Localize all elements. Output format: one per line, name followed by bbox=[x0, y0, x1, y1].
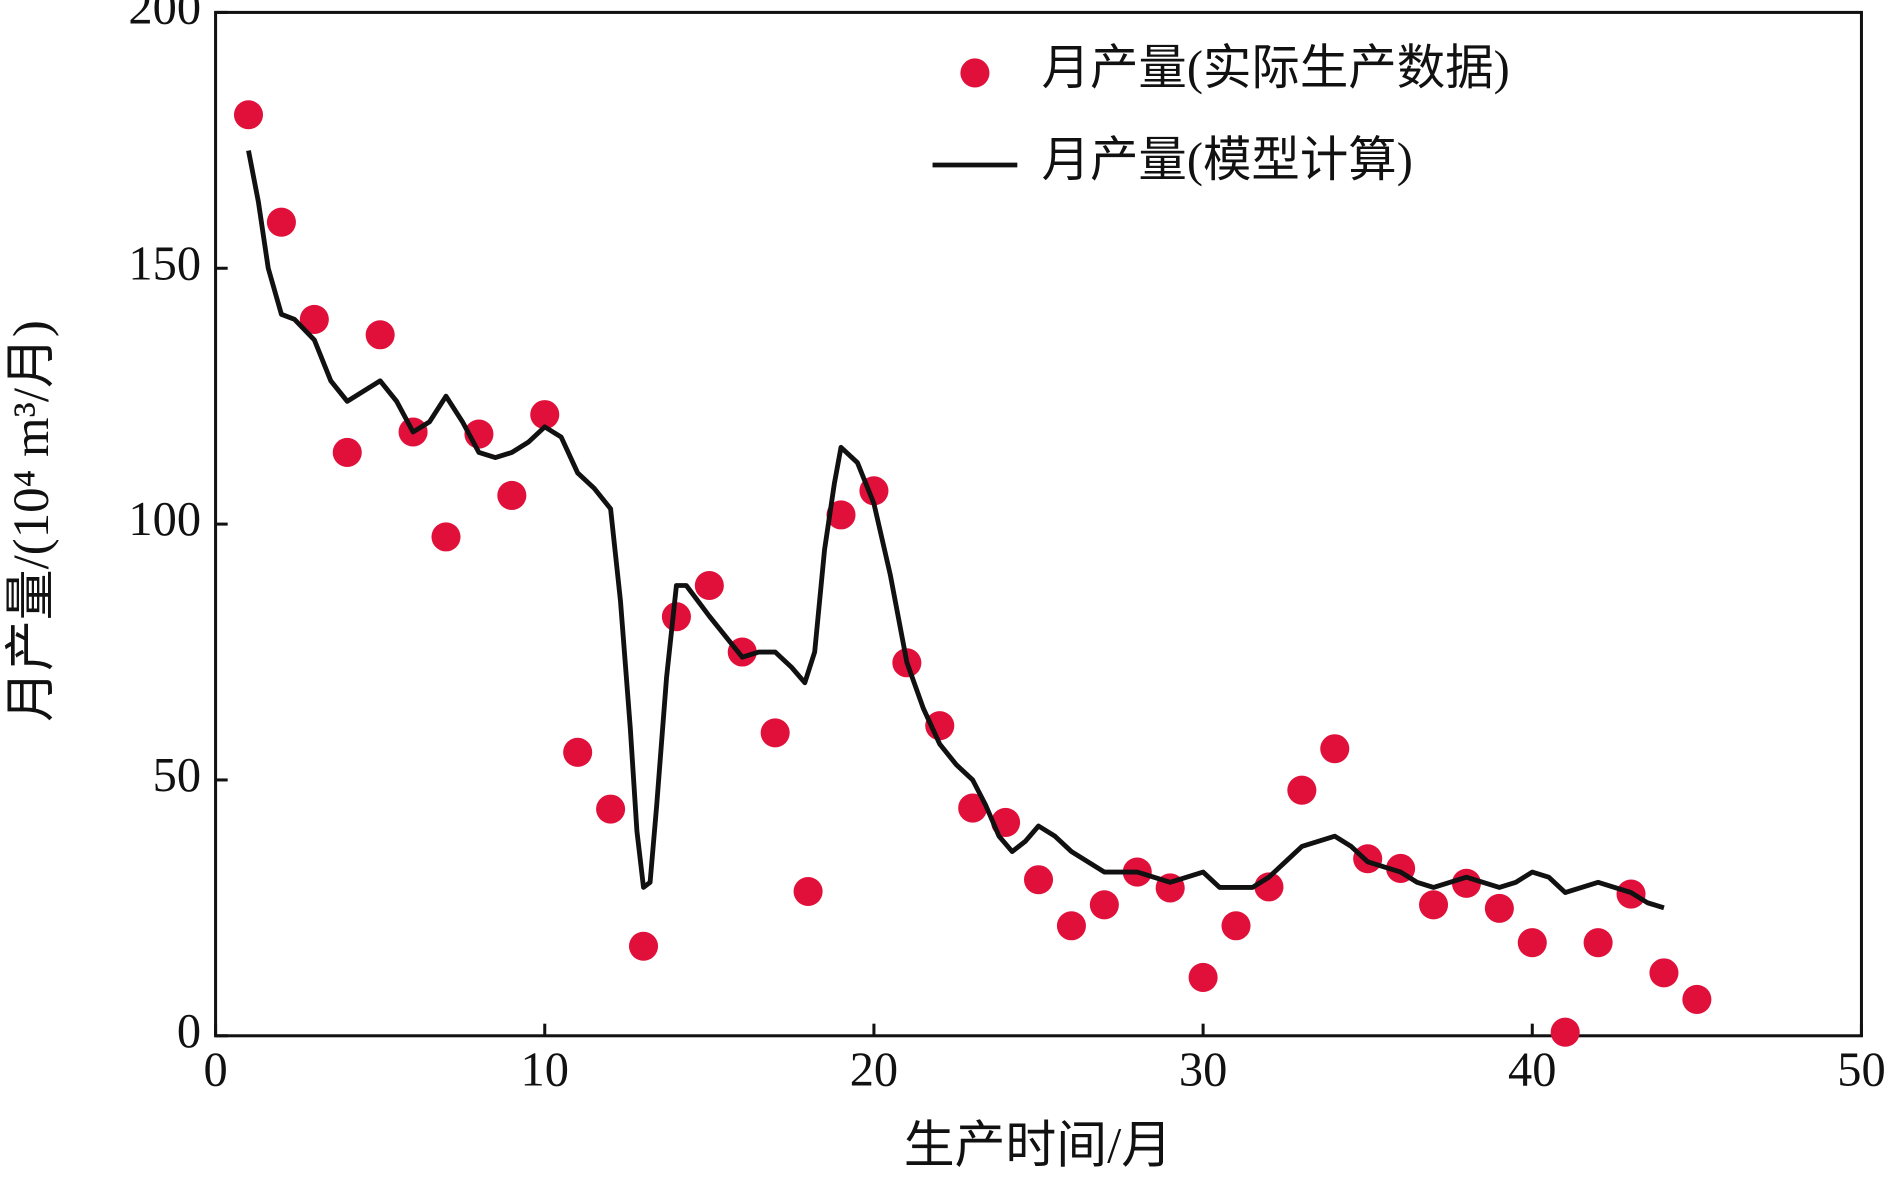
data-point bbox=[1287, 775, 1317, 805]
data-point bbox=[431, 522, 461, 552]
data-point bbox=[1320, 734, 1350, 764]
data-point bbox=[1649, 958, 1679, 988]
x-tick-label: 20 bbox=[850, 1044, 898, 1097]
data-point bbox=[596, 794, 626, 824]
data-point bbox=[233, 100, 264, 130]
legend-label: 月产量(实际生产数据) bbox=[1042, 42, 1510, 95]
y-tick-label: 200 bbox=[128, 0, 201, 35]
data-point bbox=[1484, 893, 1514, 923]
x-tick-label: 50 bbox=[1837, 1044, 1885, 1097]
data-point bbox=[1221, 911, 1251, 941]
data-point bbox=[497, 480, 527, 510]
data-point bbox=[1682, 984, 1712, 1014]
data-point bbox=[563, 737, 593, 767]
data-point bbox=[760, 718, 790, 748]
data-point bbox=[1451, 868, 1481, 898]
x-tick-label: 0 bbox=[203, 1044, 227, 1097]
data-point bbox=[826, 500, 856, 530]
y-axis-label: 月产量/(10⁴ m³/月) bbox=[4, 320, 60, 722]
data-point bbox=[1188, 962, 1218, 992]
data-point bbox=[1550, 1017, 1580, 1047]
data-point bbox=[694, 570, 724, 601]
legend-label: 月产量(模型计算) bbox=[1042, 134, 1413, 187]
data-point bbox=[266, 207, 296, 237]
y-tick-label: 50 bbox=[153, 749, 201, 802]
legend-marker bbox=[960, 58, 990, 88]
x-tick-label: 30 bbox=[1179, 1044, 1227, 1097]
model-line bbox=[246, 150, 1665, 911]
y-tick-label: 0 bbox=[177, 1005, 201, 1058]
data-point bbox=[661, 602, 691, 632]
data-point bbox=[793, 876, 823, 907]
data-point bbox=[1418, 890, 1449, 920]
data-point bbox=[1583, 928, 1613, 958]
x-axis-label: 生产时间/月 bbox=[904, 1119, 1172, 1175]
data-point bbox=[1517, 928, 1547, 958]
data-point bbox=[332, 437, 362, 467]
data-point bbox=[530, 400, 560, 430]
y-tick-label: 100 bbox=[128, 493, 201, 546]
data-point bbox=[1056, 911, 1086, 941]
data-point bbox=[1089, 890, 1119, 920]
data-point bbox=[958, 793, 988, 823]
y-tick-label: 150 bbox=[128, 237, 201, 290]
data-point bbox=[628, 931, 659, 961]
data-point bbox=[1023, 865, 1054, 895]
data-point bbox=[365, 320, 395, 350]
x-tick-label: 10 bbox=[521, 1044, 569, 1097]
x-tick-label: 40 bbox=[1508, 1044, 1556, 1097]
data-point bbox=[299, 304, 329, 334]
